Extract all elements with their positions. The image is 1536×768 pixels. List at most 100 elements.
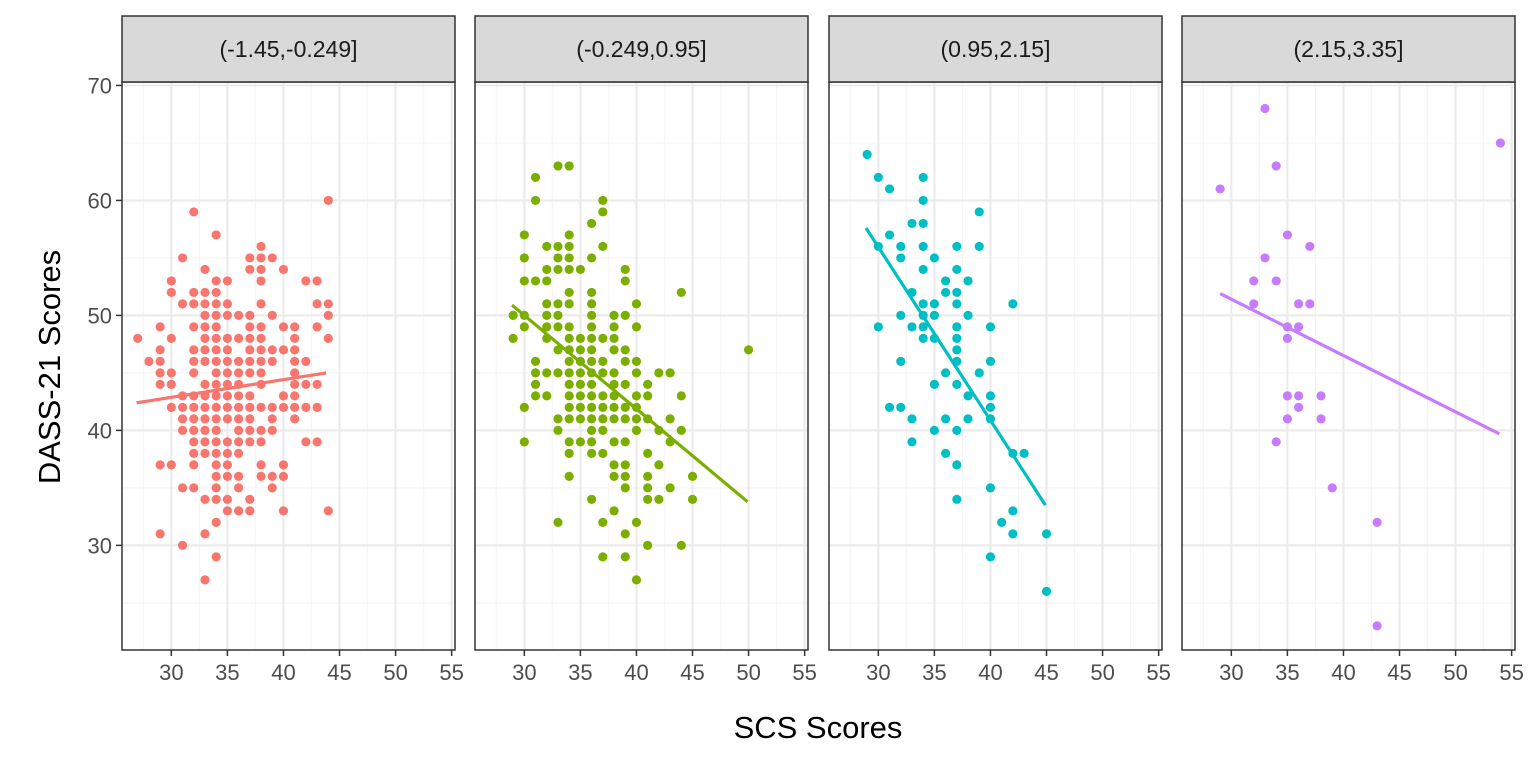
x-tick-label: 55	[1499, 660, 1523, 685]
data-point	[234, 506, 244, 516]
data-point	[211, 299, 221, 309]
data-point	[1008, 529, 1018, 539]
data-point	[245, 425, 255, 435]
data-point	[985, 483, 996, 493]
data-point	[200, 345, 210, 355]
panel-background	[122, 82, 455, 650]
x-tick-label: 50	[383, 660, 407, 685]
data-point	[245, 402, 255, 412]
data-point	[1271, 161, 1281, 171]
data-point	[256, 425, 266, 435]
data-point	[620, 345, 630, 355]
data-point	[1271, 276, 1281, 286]
data-point	[256, 322, 266, 332]
x-tick-label: 40	[1331, 660, 1355, 685]
data-point	[665, 483, 675, 493]
data-point	[508, 333, 518, 344]
data-point	[211, 425, 221, 435]
data-point	[256, 402, 266, 412]
data-point	[542, 264, 552, 275]
data-point	[609, 345, 619, 355]
data-point	[200, 437, 210, 447]
data-point	[941, 448, 951, 458]
data-point	[873, 322, 883, 332]
data-point	[256, 437, 266, 447]
data-point	[676, 287, 686, 298]
data-point	[211, 460, 221, 470]
data-point	[267, 253, 277, 263]
data-point	[609, 322, 619, 332]
data-point	[278, 345, 289, 355]
data-point	[598, 517, 608, 527]
data-point	[620, 356, 630, 367]
data-point	[1041, 529, 1052, 539]
data-point	[575, 368, 585, 378]
data-point	[290, 333, 300, 344]
data-point	[267, 345, 277, 355]
data-point	[222, 368, 232, 378]
data-point	[278, 402, 289, 412]
data-point	[222, 391, 232, 401]
data-point	[222, 310, 232, 321]
data-point	[609, 333, 619, 344]
x-tick-label: 40	[624, 660, 648, 685]
data-point	[587, 425, 597, 435]
data-point	[997, 517, 1007, 527]
panel-background	[1182, 82, 1515, 650]
data-point	[290, 322, 300, 332]
data-point	[1282, 230, 1292, 240]
data-point	[155, 356, 165, 367]
data-point	[974, 207, 984, 217]
data-point	[211, 552, 221, 562]
data-point	[323, 310, 333, 321]
data-point	[234, 483, 244, 493]
data-point	[620, 529, 630, 539]
data-point	[211, 333, 221, 344]
data-point	[631, 575, 642, 585]
data-point	[189, 437, 199, 447]
data-point	[542, 391, 552, 401]
data-point	[553, 345, 563, 355]
trend-line	[1219, 292, 1501, 436]
data-point	[985, 391, 996, 401]
data-point	[323, 299, 333, 309]
data-point	[609, 460, 619, 470]
data-point	[631, 356, 642, 367]
data-point	[278, 506, 289, 516]
data-point	[155, 529, 165, 539]
data-point	[564, 379, 574, 389]
data-point	[631, 322, 642, 332]
data-point	[189, 356, 199, 367]
data-point	[564, 333, 574, 344]
data-point	[587, 391, 597, 401]
data-point	[267, 356, 277, 367]
x-tick-label: 35	[922, 660, 946, 685]
data-point	[620, 414, 630, 424]
data-point	[1019, 448, 1029, 458]
data-point	[211, 483, 221, 493]
data-point	[963, 414, 973, 424]
y-tick-label: 40	[88, 418, 112, 443]
data-point	[211, 471, 221, 481]
x-tick-label: 50	[1443, 660, 1467, 685]
data-point	[234, 402, 244, 412]
data-point	[211, 276, 221, 286]
data-point	[884, 184, 895, 194]
trend-line	[510, 303, 749, 503]
data-point	[620, 460, 630, 470]
data-point	[665, 414, 675, 424]
data-point	[620, 402, 630, 412]
data-point	[211, 322, 221, 332]
data-point	[200, 299, 210, 309]
data-point	[234, 333, 244, 344]
data-point	[1008, 299, 1018, 309]
data-point	[200, 529, 210, 539]
data-point	[234, 310, 244, 321]
data-point	[222, 345, 232, 355]
data-point	[166, 402, 176, 412]
data-point	[211, 391, 221, 401]
data-point	[290, 368, 300, 378]
data-point	[177, 540, 188, 550]
